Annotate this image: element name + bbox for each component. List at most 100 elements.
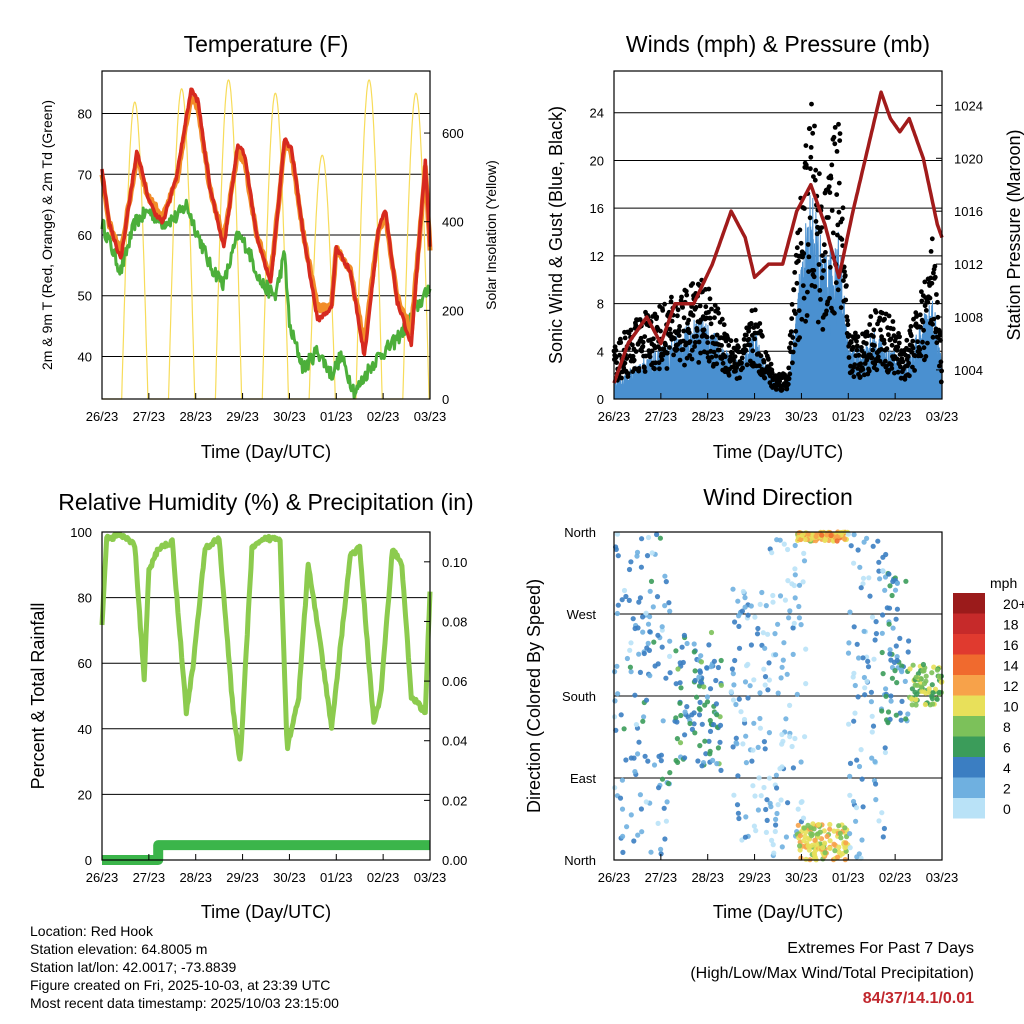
gust-point — [721, 322, 727, 328]
gust-point — [867, 322, 873, 327]
gust-point — [658, 328, 663, 334]
t2m-line — [100, 87, 432, 357]
direction-point — [762, 682, 768, 688]
direction-point — [715, 745, 722, 751]
direction-point — [612, 785, 618, 791]
direction-point — [673, 681, 679, 687]
temperature-title: Temperature (F) — [184, 31, 349, 57]
direction-point — [798, 799, 804, 806]
direction-point — [692, 677, 698, 684]
gust-point — [919, 298, 925, 304]
direction-point — [852, 710, 858, 716]
direction-point — [763, 603, 769, 609]
direction-point — [736, 645, 743, 651]
gust-point — [806, 254, 812, 260]
gust-point — [917, 347, 923, 352]
x-tick-label: 29/23 — [226, 409, 259, 424]
gust-point — [675, 313, 680, 319]
gust-point — [651, 336, 656, 342]
gust-point — [880, 310, 885, 316]
direction-point — [762, 746, 768, 752]
gust-point — [784, 386, 790, 392]
gust-point — [840, 205, 846, 211]
direction-point — [704, 694, 711, 700]
direction-point — [751, 720, 757, 726]
direction-point — [639, 829, 645, 835]
gust-point — [808, 154, 814, 160]
direction-point — [913, 702, 919, 708]
humidity-title: Relative Humidity (%) & Precipitation (i… — [58, 489, 473, 515]
direction-point — [862, 692, 868, 698]
gust-point — [668, 299, 674, 305]
gust-point — [712, 302, 718, 308]
gust-point — [682, 362, 687, 368]
direction-point — [805, 822, 811, 828]
direction-point — [718, 767, 724, 774]
direction-point — [920, 661, 927, 668]
y-tick-label: 50 — [78, 289, 92, 304]
gust-point — [726, 372, 732, 378]
gust-point — [866, 368, 872, 374]
direction-point — [710, 757, 716, 764]
y2-tick-label: 0 — [442, 392, 449, 407]
direction-point — [847, 845, 853, 851]
direction-point — [822, 537, 828, 544]
direction-point — [667, 653, 673, 660]
y-tick-label: 60 — [78, 228, 92, 243]
direction-point — [764, 817, 770, 824]
gust-point — [693, 305, 699, 310]
direction-point — [698, 659, 705, 665]
x-tick-label: 01/23 — [832, 870, 865, 885]
direction-point — [873, 797, 879, 803]
gust-point — [740, 365, 745, 371]
direction-point — [880, 568, 886, 574]
gust-point — [793, 311, 798, 316]
direction-point — [868, 689, 875, 695]
gust-point — [888, 336, 894, 342]
direction-point — [860, 655, 866, 661]
gust-point — [928, 275, 934, 281]
direction-point — [926, 689, 932, 695]
gust-point — [794, 280, 800, 286]
direction-point — [790, 625, 796, 631]
direction-point — [673, 715, 679, 721]
direction-point — [626, 597, 632, 604]
gust-point — [922, 279, 928, 285]
gust-point — [812, 177, 818, 183]
direction-point — [779, 731, 785, 738]
direction-point — [677, 700, 683, 706]
direction-point — [643, 610, 649, 616]
direction-point — [805, 843, 811, 849]
gust-point — [790, 360, 795, 366]
gust-point — [839, 237, 845, 242]
direction-point — [658, 846, 664, 852]
direction-point — [771, 850, 777, 856]
direction-point — [773, 772, 780, 778]
direction-point — [796, 603, 802, 610]
gust-point — [631, 357, 637, 363]
direction-point — [919, 688, 925, 694]
direction-point — [745, 695, 751, 701]
direction-point — [859, 837, 865, 843]
x-tick-label: 02/23 — [367, 870, 400, 885]
temperature-ylabel: 2m & 9m T (Red, Orange) & 2m Td (Green) — [39, 100, 55, 370]
direction-point — [852, 682, 858, 689]
direction-point — [783, 834, 790, 840]
direction-point — [824, 833, 830, 840]
direction-point — [792, 566, 798, 572]
gust-point — [719, 343, 724, 348]
gust-point — [642, 334, 648, 339]
direction-point — [714, 712, 720, 718]
gust-point — [835, 222, 841, 228]
direction-point — [750, 783, 756, 789]
direction-point — [667, 770, 673, 776]
y2-tick-label: 1008 — [954, 310, 983, 325]
direction-point — [876, 818, 882, 824]
direction-point — [902, 678, 908, 685]
gust-point — [687, 339, 693, 344]
x-tick-label: 02/23 — [879, 870, 912, 885]
direction-point — [697, 699, 703, 706]
direction-point — [627, 664, 634, 670]
direction-tick-label: North — [564, 853, 596, 868]
